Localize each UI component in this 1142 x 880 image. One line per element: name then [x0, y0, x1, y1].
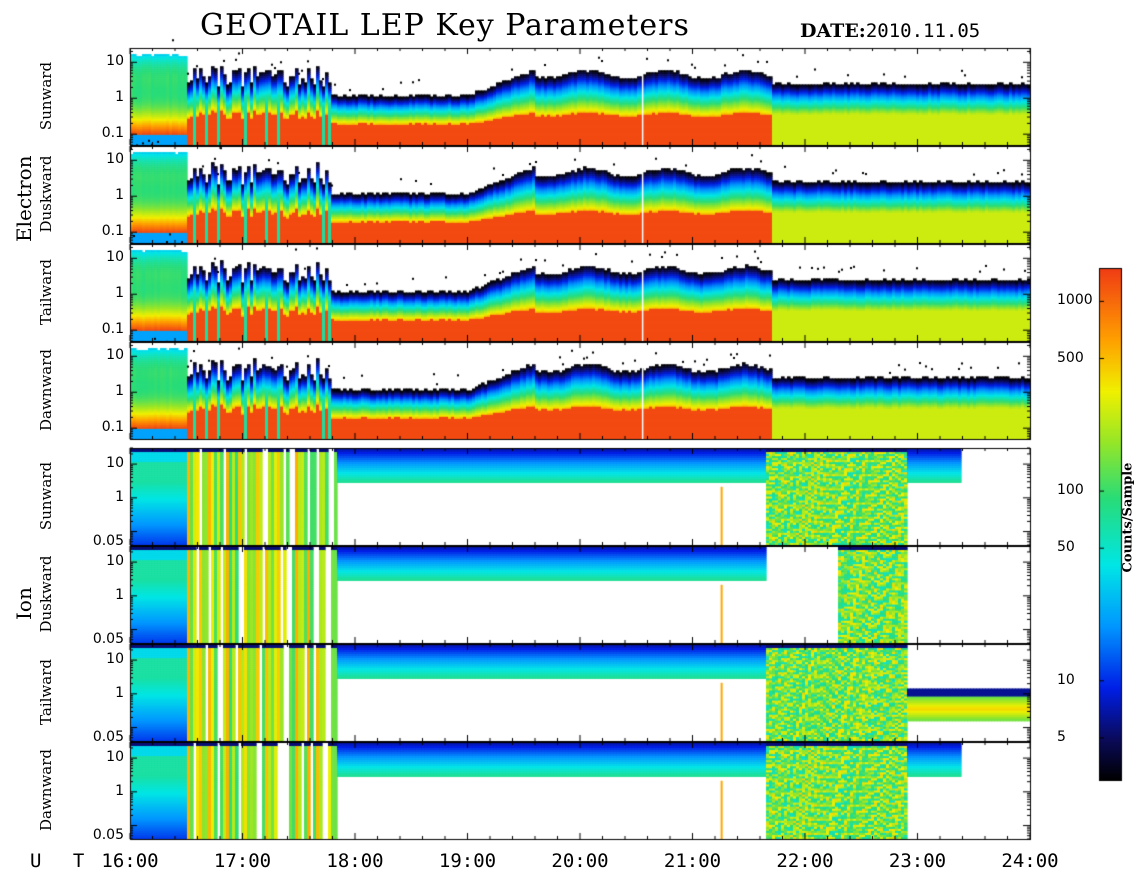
colorbar-tick-label: 1000: [1057, 292, 1093, 309]
x-tick-label: 17:00: [213, 850, 272, 872]
date-value: 2010.11.05: [865, 20, 981, 42]
x-axis-label: U T: [30, 850, 95, 872]
y-tick-label: 10: [106, 455, 124, 472]
y-tick-label: 10: [106, 249, 124, 266]
panel-label-ion-tailward: Tailward: [37, 658, 55, 725]
colorbar-tick-label: 10: [1057, 671, 1075, 688]
panel-label-ion-duskward: Duskward: [37, 554, 55, 633]
y-tick-label: 1: [115, 586, 124, 603]
colorbar-tick-label: 5: [1057, 728, 1066, 745]
y-tick-label: 1: [115, 187, 124, 204]
y-tick-label: 1: [115, 782, 124, 799]
x-tick-label: 18:00: [326, 850, 384, 872]
date-prefix: DATE:: [800, 20, 866, 42]
chart-title: GEOTAIL LEP Key Parameters: [200, 8, 690, 43]
y-tick-label: 0.1: [101, 419, 124, 436]
x-tick-label: 21:00: [663, 850, 722, 872]
panel-label-electron-dawnward: Dawnward: [37, 348, 55, 431]
y-tick-label: 0.1: [101, 223, 124, 240]
panel-label-electron-duskward: Duskward: [37, 154, 55, 233]
colorbar-tick-label: 50: [1057, 539, 1075, 556]
y-tick-label: 1: [115, 383, 124, 400]
y-tick-label: 0.05: [92, 728, 124, 745]
panel-label-electron-tailward: Tailward: [37, 258, 55, 325]
x-tick-label: 19:00: [438, 850, 497, 872]
y-tick-label: 1: [115, 285, 124, 302]
y-tick-label: 10: [106, 553, 124, 570]
y-tick-label: 10: [106, 53, 124, 70]
x-tick-label: 16:00: [101, 850, 159, 872]
y-tick-label: 1: [115, 89, 124, 106]
y-tick-label: 10: [106, 347, 124, 364]
y-tick-label: 0.1: [101, 125, 124, 142]
x-tick-label: 24:00: [1001, 850, 1059, 872]
colorbar-label: Counts/Sample: [1120, 462, 1136, 573]
y-tick-label: 1: [115, 488, 124, 505]
x-tick-label: 22:00: [776, 850, 834, 872]
group-label-ion: Ion: [12, 587, 36, 620]
x-tick-label: 20:00: [551, 850, 609, 872]
y-tick-label: 10: [106, 749, 124, 766]
panel-label-ion-dawnward: Dawnward: [37, 748, 55, 831]
colorbar-tick-label: 100: [1057, 482, 1084, 499]
y-tick-label: 1: [115, 684, 124, 701]
y-tick-label: 0.1: [101, 321, 124, 338]
y-tick-label: 0.05: [92, 532, 124, 549]
date-label: DATE:2010.11.05: [800, 20, 980, 42]
group-label-electron: Electron: [12, 155, 36, 242]
panel-label-electron-sunward: Sunward: [37, 61, 55, 130]
y-tick-label: 0.05: [92, 826, 124, 843]
y-tick-label: 10: [106, 151, 124, 168]
y-tick-label: 10: [106, 651, 124, 668]
y-tick-label: 0.05: [92, 630, 124, 647]
panel-label-ion-sunward: Sunward: [37, 461, 55, 530]
colorbar-tick-label: 500: [1057, 349, 1084, 366]
x-tick-label: 23:00: [888, 850, 947, 872]
